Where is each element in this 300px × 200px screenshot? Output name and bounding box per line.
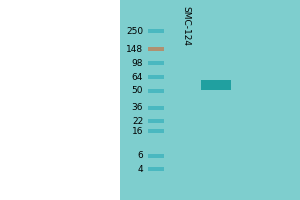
Text: SMC-124: SMC-124 bbox=[182, 6, 190, 46]
Bar bbox=[148, 154, 164, 158]
Text: 64: 64 bbox=[132, 72, 143, 82]
Text: 16: 16 bbox=[132, 127, 143, 136]
Text: 50: 50 bbox=[132, 86, 143, 95]
Bar bbox=[148, 119, 164, 123]
Text: 250: 250 bbox=[126, 26, 143, 36]
Text: 148: 148 bbox=[126, 45, 143, 53]
Bar bbox=[120, 0, 300, 200]
Bar bbox=[148, 61, 164, 65]
Text: 4: 4 bbox=[138, 164, 143, 173]
Bar bbox=[148, 89, 164, 93]
Text: 22: 22 bbox=[132, 116, 143, 126]
Bar bbox=[201, 80, 231, 90]
Bar bbox=[148, 106, 164, 110]
Bar bbox=[148, 167, 164, 171]
Bar bbox=[148, 129, 164, 133]
Text: 98: 98 bbox=[132, 58, 143, 68]
Text: 6: 6 bbox=[137, 152, 143, 160]
Bar bbox=[148, 47, 164, 51]
Bar bbox=[148, 75, 164, 79]
Bar bbox=[148, 29, 164, 33]
Text: 36: 36 bbox=[132, 104, 143, 112]
